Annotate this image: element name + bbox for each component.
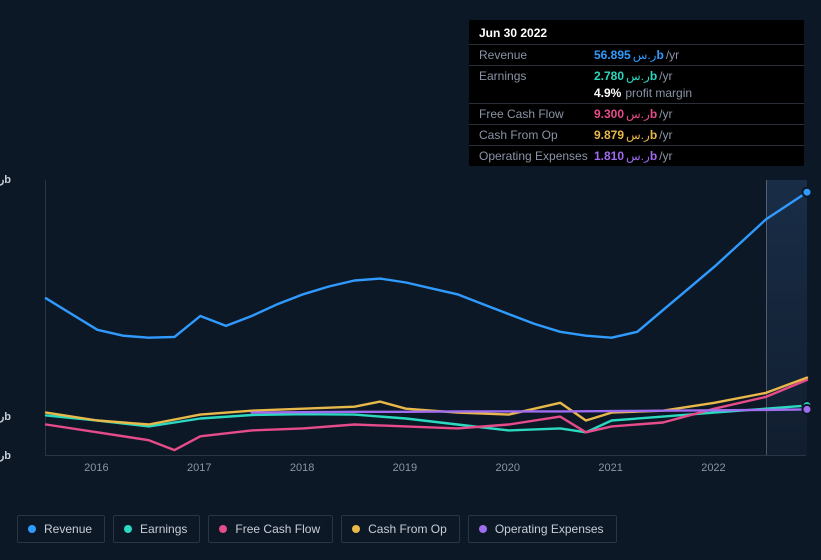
legend-item-cfo[interactable]: Cash From Op: [341, 515, 460, 543]
tooltip-per: /yr: [666, 48, 679, 62]
x-axis-label: 2021: [598, 462, 622, 474]
tooltip-suffix: b: [650, 69, 657, 83]
tooltip-row-earnings: Earnings 2.780 ر.س b /yr: [469, 65, 804, 86]
tooltip-per: /yr: [659, 128, 672, 142]
tooltip-currency: ر.س: [626, 107, 650, 121]
legend-label: Operating Expenses: [495, 522, 604, 536]
chart-tooltip: Jun 30 2022 Revenue 56.895 ر.س b /yr Ear…: [469, 20, 804, 166]
x-axis-label: 2016: [84, 462, 108, 474]
tooltip-value: 4.9%: [594, 86, 621, 100]
tooltip-per: /yr: [659, 149, 672, 163]
legend-label: Free Cash Flow: [235, 522, 320, 536]
tooltip-label: Free Cash Flow: [479, 107, 594, 121]
x-axis-label: 2020: [496, 462, 520, 474]
legend-item-earnings[interactable]: Earnings: [113, 515, 200, 543]
tooltip-date: Jun 30 2022: [469, 20, 804, 44]
tooltip-label: Cash From Op: [479, 128, 594, 142]
series-line-fcf: [46, 380, 807, 450]
tooltip-row-fcf: Free Cash Flow 9.300 ر.س b /yr: [469, 103, 804, 124]
legend-label: Revenue: [44, 522, 92, 536]
tooltip-suffix: b: [650, 107, 657, 121]
legend-dot-icon: [352, 525, 360, 533]
x-axis-label: 2019: [393, 462, 417, 474]
x-axis-label: 2018: [290, 462, 314, 474]
series-end-dot-revenue: [803, 188, 812, 197]
tooltip-currency: ر.س: [633, 48, 657, 62]
legend-dot-icon: [124, 525, 132, 533]
y-axis-label: ر.س60b: [0, 173, 11, 186]
chart-legend: Revenue Earnings Free Cash Flow Cash Fro…: [17, 515, 617, 543]
tooltip-suffix: b: [650, 128, 657, 142]
legend-item-opex[interactable]: Operating Expenses: [468, 515, 617, 543]
y-axis-label: ر.س-10b: [0, 449, 11, 462]
tooltip-currency: ر.س: [626, 128, 650, 142]
tooltip-value: 2.780: [594, 69, 624, 83]
tooltip-row-margin: 4.9% profit margin: [469, 86, 804, 103]
tooltip-currency: ر.س: [626, 149, 650, 163]
y-axis-label: ر.س0b: [0, 410, 11, 423]
x-axis-label: 2017: [187, 462, 211, 474]
tooltip-currency: ر.س: [626, 69, 650, 83]
tooltip-value: 1.810: [594, 149, 624, 163]
tooltip-value: 56.895: [594, 48, 631, 62]
series-end-dot-opex: [803, 405, 812, 414]
tooltip-row-opex: Operating Expenses 1.810 ر.س b /yr: [469, 145, 804, 166]
x-axis-label: 2022: [701, 462, 725, 474]
legend-label: Cash From Op: [368, 522, 447, 536]
tooltip-per: /yr: [659, 69, 672, 83]
legend-label: Earnings: [140, 522, 187, 536]
tooltip-label: Operating Expenses: [479, 149, 594, 163]
financials-chart[interactable]: ر.س-10bر.س0bر.س60b2016201720182019202020…: [17, 160, 806, 480]
legend-item-revenue[interactable]: Revenue: [17, 515, 105, 543]
tooltip-value: 9.879: [594, 128, 624, 142]
tooltip-row-revenue: Revenue 56.895 ر.س b /yr: [469, 44, 804, 65]
legend-item-fcf[interactable]: Free Cash Flow: [208, 515, 333, 543]
tooltip-suffix: b: [656, 48, 663, 62]
tooltip-label: Earnings: [479, 69, 594, 83]
chart-lines: [46, 180, 806, 455]
legend-dot-icon: [28, 525, 36, 533]
tooltip-value: 9.300: [594, 107, 624, 121]
tooltip-suffix: b: [650, 149, 657, 163]
tooltip-row-cfo: Cash From Op 9.879 ر.س b /yr: [469, 124, 804, 145]
tooltip-per: /yr: [659, 107, 672, 121]
tooltip-note: profit margin: [625, 86, 692, 100]
tooltip-label: Revenue: [479, 48, 594, 62]
legend-dot-icon: [479, 525, 487, 533]
plot-area[interactable]: [45, 180, 806, 456]
legend-dot-icon: [219, 525, 227, 533]
series-line-revenue: [46, 192, 807, 338]
series-line-cfo: [46, 378, 807, 425]
